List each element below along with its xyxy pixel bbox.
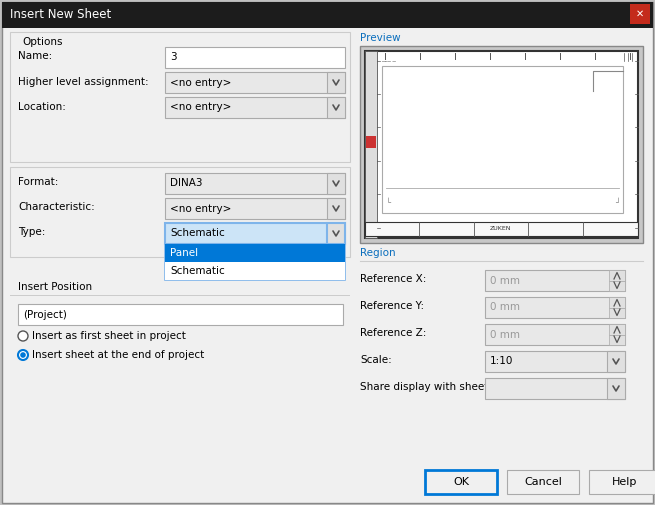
Circle shape (18, 350, 28, 360)
Bar (589, 470, 655, 494)
Text: Reference Z:: Reference Z: (360, 328, 426, 338)
Bar (165, 72, 345, 93)
Bar (609, 334, 625, 345)
Bar (360, 46, 643, 243)
Bar (18, 304, 343, 325)
Text: Insert New Sheet: Insert New Sheet (10, 9, 111, 22)
Bar (609, 297, 625, 308)
Bar (609, 270, 625, 280)
Text: Schematic: Schematic (170, 228, 225, 238)
Bar (327, 97, 345, 118)
Bar (485, 351, 625, 372)
Text: Reference X:: Reference X: (360, 274, 426, 284)
Circle shape (18, 331, 28, 341)
Text: Share display with sheet:: Share display with sheet: (360, 382, 492, 392)
Bar (607, 351, 625, 372)
Bar (165, 97, 345, 118)
Bar (10, 32, 350, 162)
Text: DINA3: DINA3 (170, 178, 202, 188)
Bar (485, 324, 625, 345)
Text: ZUKEN: ZUKEN (490, 227, 512, 231)
Text: Location:: Location: (18, 102, 66, 112)
Text: Scale:: Scale: (360, 355, 392, 365)
Text: └: └ (386, 198, 391, 208)
Bar (365, 51, 638, 238)
Text: ✕: ✕ (636, 9, 644, 19)
Text: Cancel: Cancel (524, 477, 562, 487)
Text: 1:10: 1:10 (490, 357, 514, 367)
Bar (165, 173, 345, 194)
Text: Characteristic:: Characteristic: (18, 202, 95, 212)
Bar (609, 280, 625, 291)
Text: 0 mm: 0 mm (490, 302, 520, 313)
Bar (327, 198, 345, 219)
Text: Higher level assignment:: Higher level assignment: (18, 77, 149, 87)
Bar (609, 324, 625, 334)
Text: Insert sheet at the end of project: Insert sheet at the end of project (32, 350, 204, 360)
Bar (10, 167, 350, 257)
Text: Preview: Preview (360, 33, 401, 43)
Bar (630, 4, 650, 24)
Text: 0 mm: 0 mm (490, 329, 520, 339)
Bar (365, 222, 638, 236)
Text: Help: Help (612, 477, 638, 487)
Bar (607, 378, 625, 399)
Text: Options: Options (22, 37, 62, 47)
Text: Schematic: Schematic (170, 266, 225, 276)
Text: Region: Region (360, 248, 396, 258)
Text: ┘: ┘ (615, 198, 620, 208)
Bar (485, 270, 625, 291)
Text: Insert as first sheet in project: Insert as first sheet in project (32, 331, 186, 341)
Text: Reference Y:: Reference Y: (360, 301, 424, 311)
Bar (327, 173, 345, 194)
Text: <no entry>: <no entry> (170, 204, 231, 214)
Bar (327, 72, 345, 93)
Bar (382, 66, 623, 213)
Text: ─── ─: ─── ─ (381, 61, 396, 66)
Bar (2, 2, 653, 28)
Bar (327, 223, 345, 244)
Bar (609, 308, 625, 318)
Text: (Project): (Project) (23, 310, 67, 320)
Circle shape (20, 352, 26, 358)
Text: Panel: Panel (170, 248, 198, 258)
Bar (165, 198, 345, 219)
Text: OK: OK (453, 477, 469, 487)
Text: <no entry>: <no entry> (170, 103, 231, 113)
Text: 0 mm: 0 mm (490, 276, 520, 285)
Text: Insert Position: Insert Position (18, 282, 92, 292)
Text: <no entry>: <no entry> (170, 77, 231, 87)
Bar (425, 470, 497, 494)
Text: Type:: Type: (18, 227, 45, 237)
Bar (165, 47, 345, 68)
Text: 3: 3 (170, 53, 177, 63)
Bar (165, 244, 345, 262)
Bar (485, 297, 625, 318)
Bar (485, 378, 625, 399)
Text: Format:: Format: (18, 177, 58, 187)
Bar (507, 470, 579, 494)
Text: Name:: Name: (18, 51, 52, 61)
Bar (365, 51, 377, 238)
Bar (165, 262, 345, 280)
Bar (165, 244, 345, 280)
Bar (165, 223, 345, 244)
Bar (10, 295, 350, 296)
Bar (366, 136, 376, 148)
